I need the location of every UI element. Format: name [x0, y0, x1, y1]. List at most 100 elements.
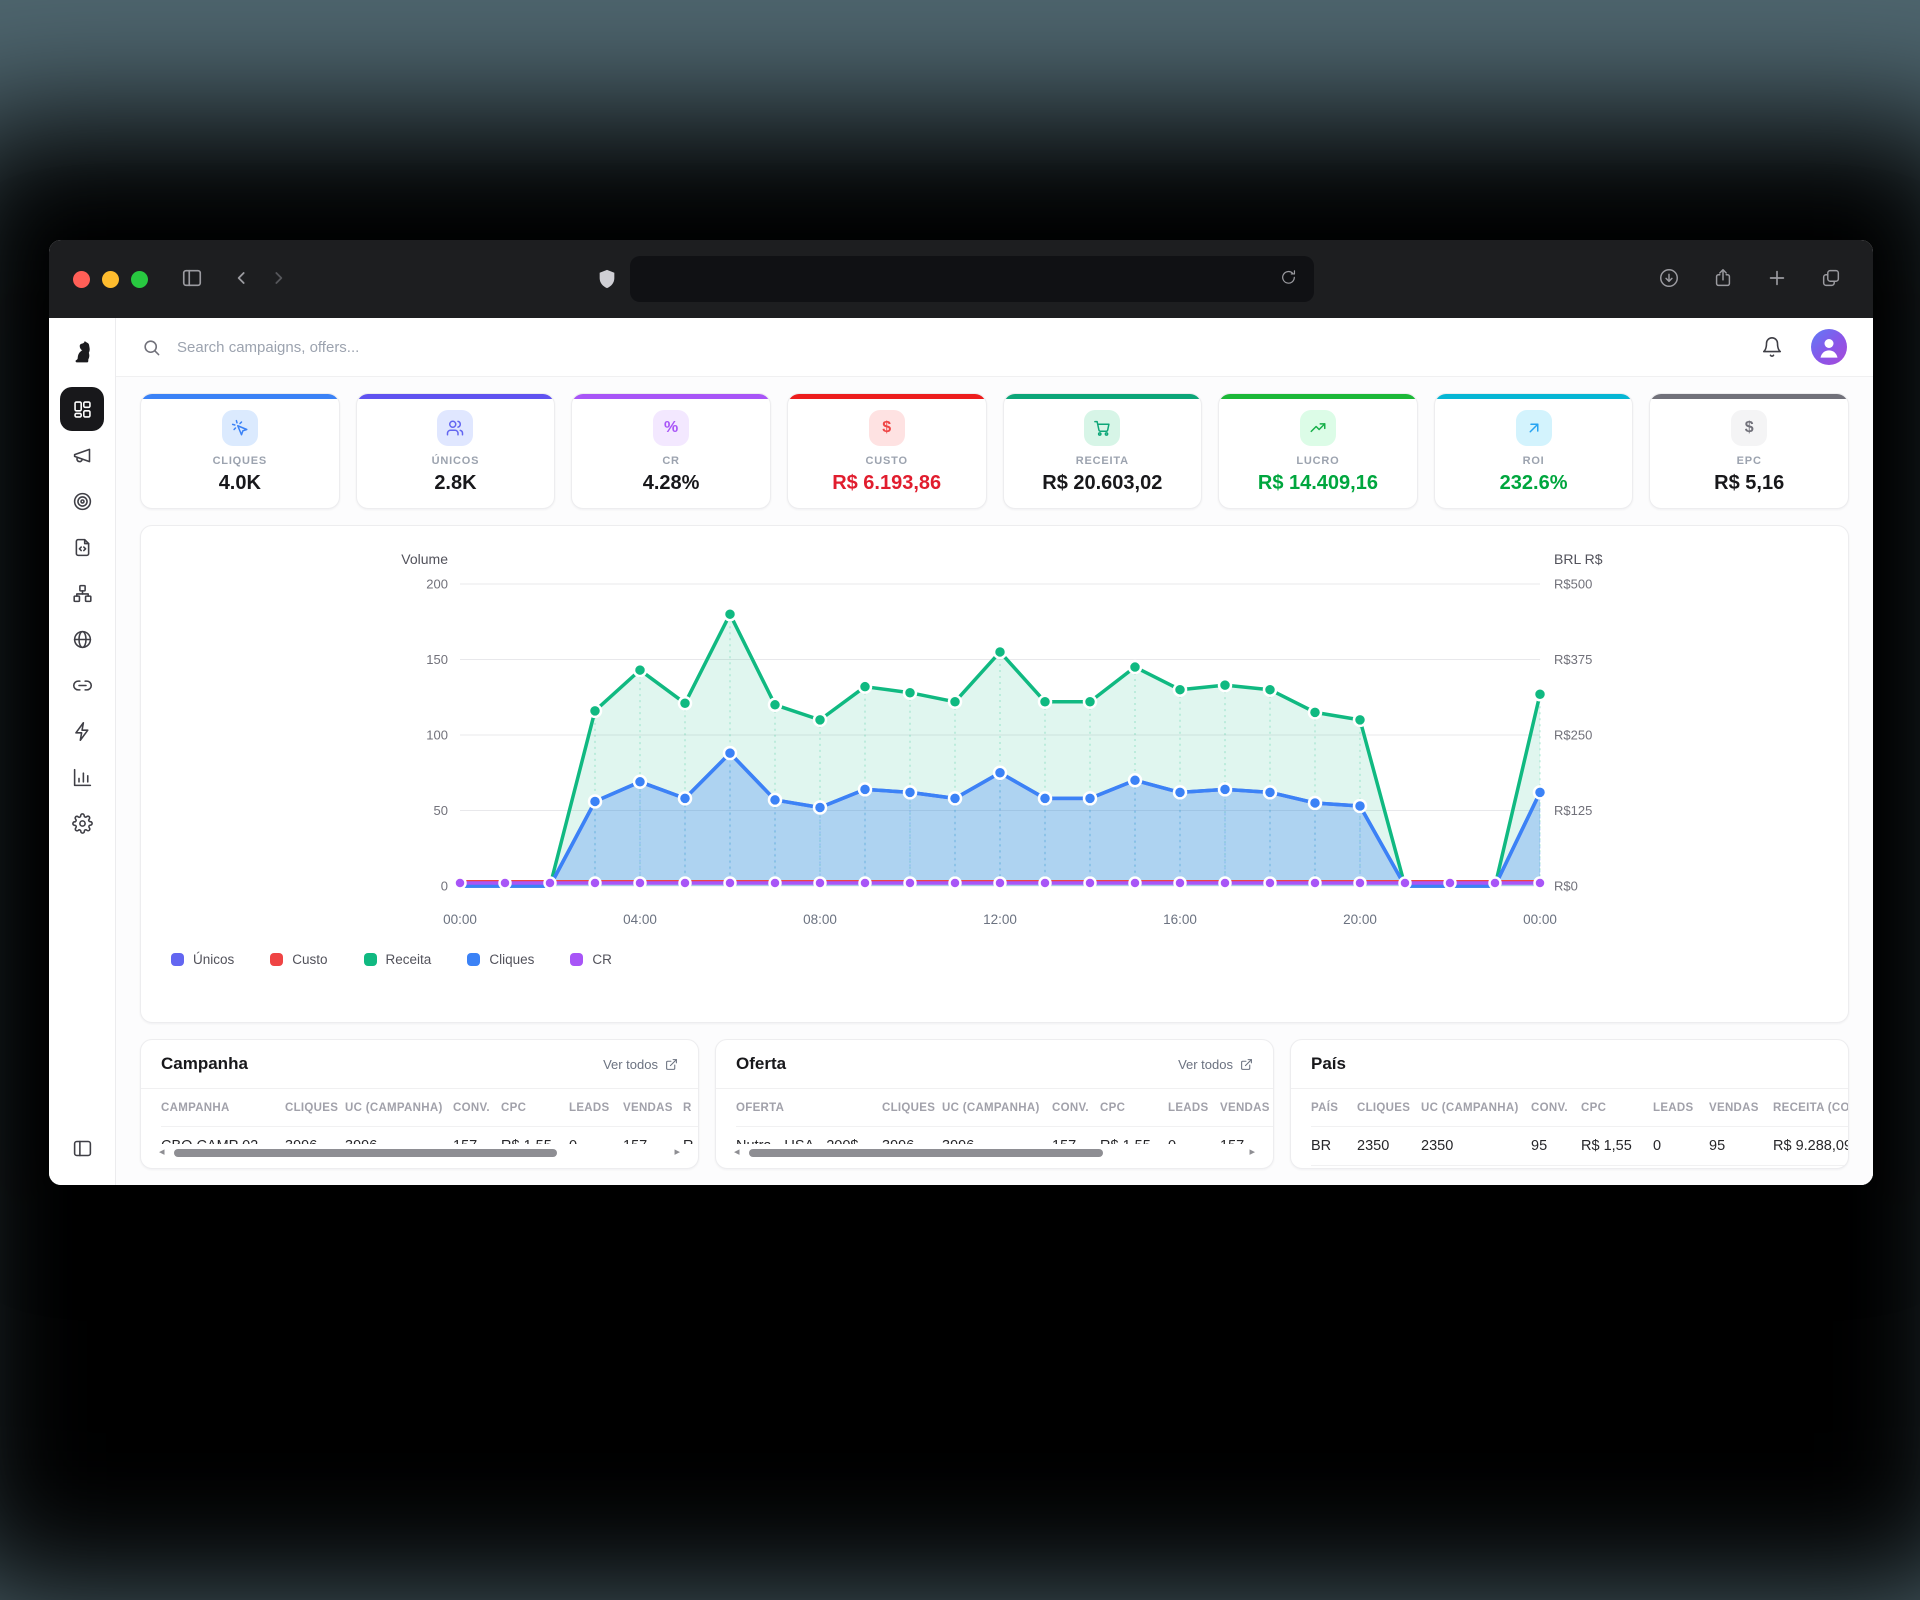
forward-chevron-icon[interactable]	[260, 261, 296, 297]
column-header: LEADS	[1653, 1102, 1694, 1114]
dashboard-content: CLIQUES 4.0K ÚNICOS 2.8K% CR 4.28% $ CUSTO R$ 6.…	[116, 377, 1873, 1185]
dollar-icon: $	[868, 410, 905, 446]
column-header: CLIQUES	[285, 1102, 339, 1114]
app-header	[116, 318, 1873, 377]
horizontal-scrollbar[interactable]: ◂ ▸	[141, 1144, 698, 1168]
sidebar-item-links[interactable]	[60, 663, 104, 707]
new-tab-icon[interactable]	[1759, 261, 1795, 297]
ver-todos-link[interactable]: Ver todos	[603, 1057, 678, 1072]
table-row[interactable]: CBO CAMP 0239963996157R$ 1,550157R	[161, 1126, 698, 1144]
table-row[interactable]: BR 2350 2350 95 R$ 1,55 0 95 R$ 9.288,09	[1311, 1126, 1848, 1166]
kpi-card-lucro: LUCRO R$ 14.409,16	[1218, 393, 1418, 509]
column-header: CONV.	[1531, 1102, 1568, 1114]
scroll-right-arrow-icon[interactable]: ▸	[674, 1146, 680, 1158]
column-header: CLIQUES	[882, 1102, 936, 1114]
close-button[interactable]	[73, 270, 90, 288]
external-link-icon	[1240, 1058, 1253, 1071]
scrollbar-thumb[interactable]	[748, 1148, 1103, 1157]
column-header: OFERTA	[736, 1102, 785, 1114]
tabs-overview-icon[interactable]	[1813, 261, 1849, 297]
bell-icon[interactable]	[1761, 336, 1783, 358]
column-header: VENDAS	[1220, 1102, 1270, 1114]
bar-chart-icon	[72, 767, 93, 788]
table-row[interactable]: PT63663620R$ 1,55020R$ 3.484,10	[1311, 1165, 1848, 1168]
trend-up-icon	[1299, 410, 1336, 446]
search-input[interactable]	[175, 337, 1737, 357]
legend-color-chip	[570, 953, 584, 966]
app-logo-dog-icon[interactable]	[69, 328, 95, 376]
legend-item-cr[interactable]: CR	[570, 952, 612, 967]
zap-icon	[72, 721, 93, 742]
table-cell: 20	[1709, 1165, 1773, 1168]
legend-item-cliques[interactable]: Cliques	[467, 952, 534, 967]
share-icon[interactable]	[1705, 261, 1741, 297]
legend-item-custo[interactable]: Custo	[270, 952, 328, 967]
back-chevron-icon[interactable]	[224, 261, 260, 297]
avatar[interactable]	[1811, 329, 1847, 365]
sidebar-item-landing-pages[interactable]	[60, 525, 104, 569]
scrollbar-track[interactable]	[748, 1148, 1241, 1157]
horizontal-scrollbar[interactable]: ◂ ▸	[716, 1144, 1273, 1168]
target-icon	[72, 491, 93, 512]
svg-text:R$375: R$375	[1554, 652, 1592, 667]
sidebar-item-campaigns[interactable]	[60, 433, 104, 477]
cart-icon	[1084, 410, 1121, 446]
scroll-right-arrow-icon[interactable]: ▸	[1249, 1146, 1255, 1158]
sidebar-collapse-icon[interactable]	[60, 1126, 104, 1170]
sidebar-item-reports[interactable]	[60, 755, 104, 799]
megaphone-icon	[72, 445, 93, 466]
kpi-accent-bar	[1650, 394, 1848, 399]
legend-item-receita[interactable]: Receita	[363, 952, 431, 967]
table-cell: 0	[1653, 1165, 1709, 1168]
kpi-accent-bar	[1003, 394, 1202, 399]
address-bar[interactable]	[630, 256, 1314, 302]
svg-text:50: 50	[433, 803, 447, 818]
scrollbar-thumb[interactable]	[173, 1148, 558, 1157]
link-icon	[72, 675, 93, 696]
pointer-click-icon	[221, 410, 258, 446]
sidebar-item-automation[interactable]	[60, 709, 104, 753]
table-cell: 3996	[345, 1126, 453, 1144]
scroll-left-arrow-icon[interactable]: ◂	[159, 1146, 165, 1158]
kpi-label: CLIQUES	[212, 455, 268, 467]
download-icon[interactable]	[1651, 261, 1687, 297]
kpi-card-custo: $ CUSTO R$ 6.193,86	[786, 393, 987, 509]
legend-color-chip	[363, 953, 377, 966]
table-cell: 3996	[942, 1126, 1052, 1144]
column-header: CLIQUES	[1357, 1102, 1411, 1114]
reload-icon[interactable]	[1274, 265, 1302, 293]
kpi-label: ROI	[1522, 455, 1545, 467]
sidebar-toggle-icon[interactable]	[174, 261, 210, 297]
zoom-button[interactable]	[131, 270, 148, 288]
svg-text:04:00: 04:00	[623, 912, 657, 927]
breakdown-tables: Campanha Ver todos CAMPANHA CLIQUES UC (CAMP…	[140, 1039, 1849, 1169]
settings-icon	[71, 812, 93, 834]
sidebar-item-offers[interactable]	[60, 479, 104, 523]
table-cell: 3996	[285, 1126, 345, 1144]
sidebar-item-settings[interactable]	[60, 801, 104, 845]
traffic-volume-chart: 0 R$0 50 R$125 100 R$250 150 R$375 200 R$500 Volum…	[401, 551, 1602, 927]
table-cell: CBO CAMP 02	[161, 1126, 285, 1144]
kpi-accent-bar	[787, 394, 986, 399]
svg-text:08:00: 08:00	[803, 912, 837, 927]
sidebar-item-dashboard[interactable]	[60, 387, 104, 431]
table-card-pais: País PAÍS CLIQUES UC (CAMPANHA) CONV. CPC LEAD…	[1290, 1039, 1849, 1169]
table-cell: PT	[1311, 1165, 1357, 1168]
table-row[interactable]: Nutra - USA - 200$39963996157R$ 1,550157	[736, 1126, 1273, 1144]
scroll-left-arrow-icon[interactable]: ◂	[734, 1146, 740, 1158]
legend-label: Custo	[292, 952, 328, 967]
table-cell: Nutra - USA - 200$	[736, 1126, 882, 1144]
table-cell: 0	[1653, 1126, 1709, 1166]
kpi-value: 2.8K	[434, 472, 477, 494]
ver-todos-link[interactable]: Ver todos	[1178, 1057, 1253, 1072]
sidebar-item-flows[interactable]	[60, 571, 104, 615]
browser-toolbar	[49, 240, 1873, 318]
minimize-button[interactable]	[102, 270, 119, 288]
legend-label: CR	[592, 952, 612, 967]
sidebar-item-domains[interactable]	[60, 617, 104, 661]
scrollbar-track[interactable]	[173, 1148, 666, 1157]
table-cell: 95	[1709, 1126, 1773, 1166]
column-header: R	[683, 1102, 692, 1114]
legend-item-unicos[interactable]: Únicos	[171, 952, 234, 967]
svg-text:00:00: 00:00	[1523, 912, 1557, 927]
